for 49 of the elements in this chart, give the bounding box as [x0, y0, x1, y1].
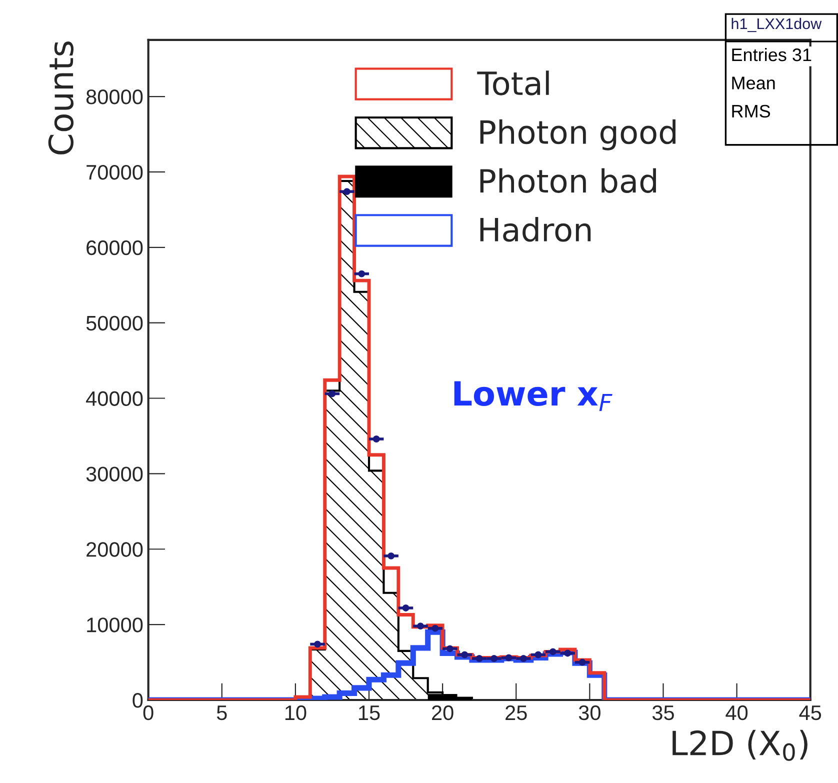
point: [328, 390, 336, 398]
point: [490, 655, 498, 662]
legend-label: Total: [477, 70, 549, 96]
x-tick-label: 45: [799, 706, 822, 720]
x-tick-label: 0: [143, 705, 154, 720]
point: [549, 648, 556, 656]
point: [402, 604, 410, 612]
point: [358, 270, 366, 278]
y-tick-label: 0: [132, 693, 143, 708]
point: [564, 650, 572, 657]
point: [314, 640, 321, 648]
text: h1_LXX1dow: [732, 18, 822, 32]
y-tick-label: 70000: [86, 164, 143, 180]
y-tick-label: 20000: [86, 542, 143, 557]
y-tick-label: 30000: [86, 466, 143, 482]
annotation: RMS: [732, 104, 770, 118]
annotation: Entries 31: [732, 48, 812, 62]
x-tick-label: 10: [285, 705, 306, 720]
x-tick-label: 20: [432, 705, 454, 720]
annotation: Mean: [732, 76, 775, 90]
x-tick-label: 30: [578, 705, 600, 720]
y-tick-label: 80000: [86, 90, 143, 104]
point: [461, 651, 468, 658]
point: [520, 655, 527, 662]
y-tick-label: 50000: [86, 316, 143, 331]
point: [476, 655, 483, 662]
point: [343, 188, 350, 196]
y-tick-label: 40000: [86, 391, 143, 406]
x-tick-label: 25: [506, 705, 527, 720]
annotation: Lower x$_{F}$: [454, 381, 612, 412]
y-axis-title: Counts: [48, 42, 74, 154]
point: [372, 436, 380, 442]
y-tick-label: 10000: [87, 618, 143, 632]
x-tick-label: 15: [359, 706, 380, 720]
x-axis-title: L2D (X$_{0}$): [672, 730, 808, 761]
point: [388, 552, 395, 560]
point: [534, 651, 542, 658]
x-tick-label: 5: [216, 706, 227, 720]
point: [578, 658, 586, 666]
legend-label: Photon good: [480, 119, 676, 150]
x-tick-label: 35: [652, 705, 674, 720]
point: [505, 654, 512, 662]
legend-label: Hadron: [480, 217, 591, 242]
point: [417, 622, 424, 630]
point: [432, 624, 439, 632]
y-tick-label: 60000: [86, 240, 143, 256]
point: [446, 645, 454, 652]
x-tick-label: 40: [726, 705, 748, 720]
legend-label: Photon bad: [480, 168, 656, 193]
